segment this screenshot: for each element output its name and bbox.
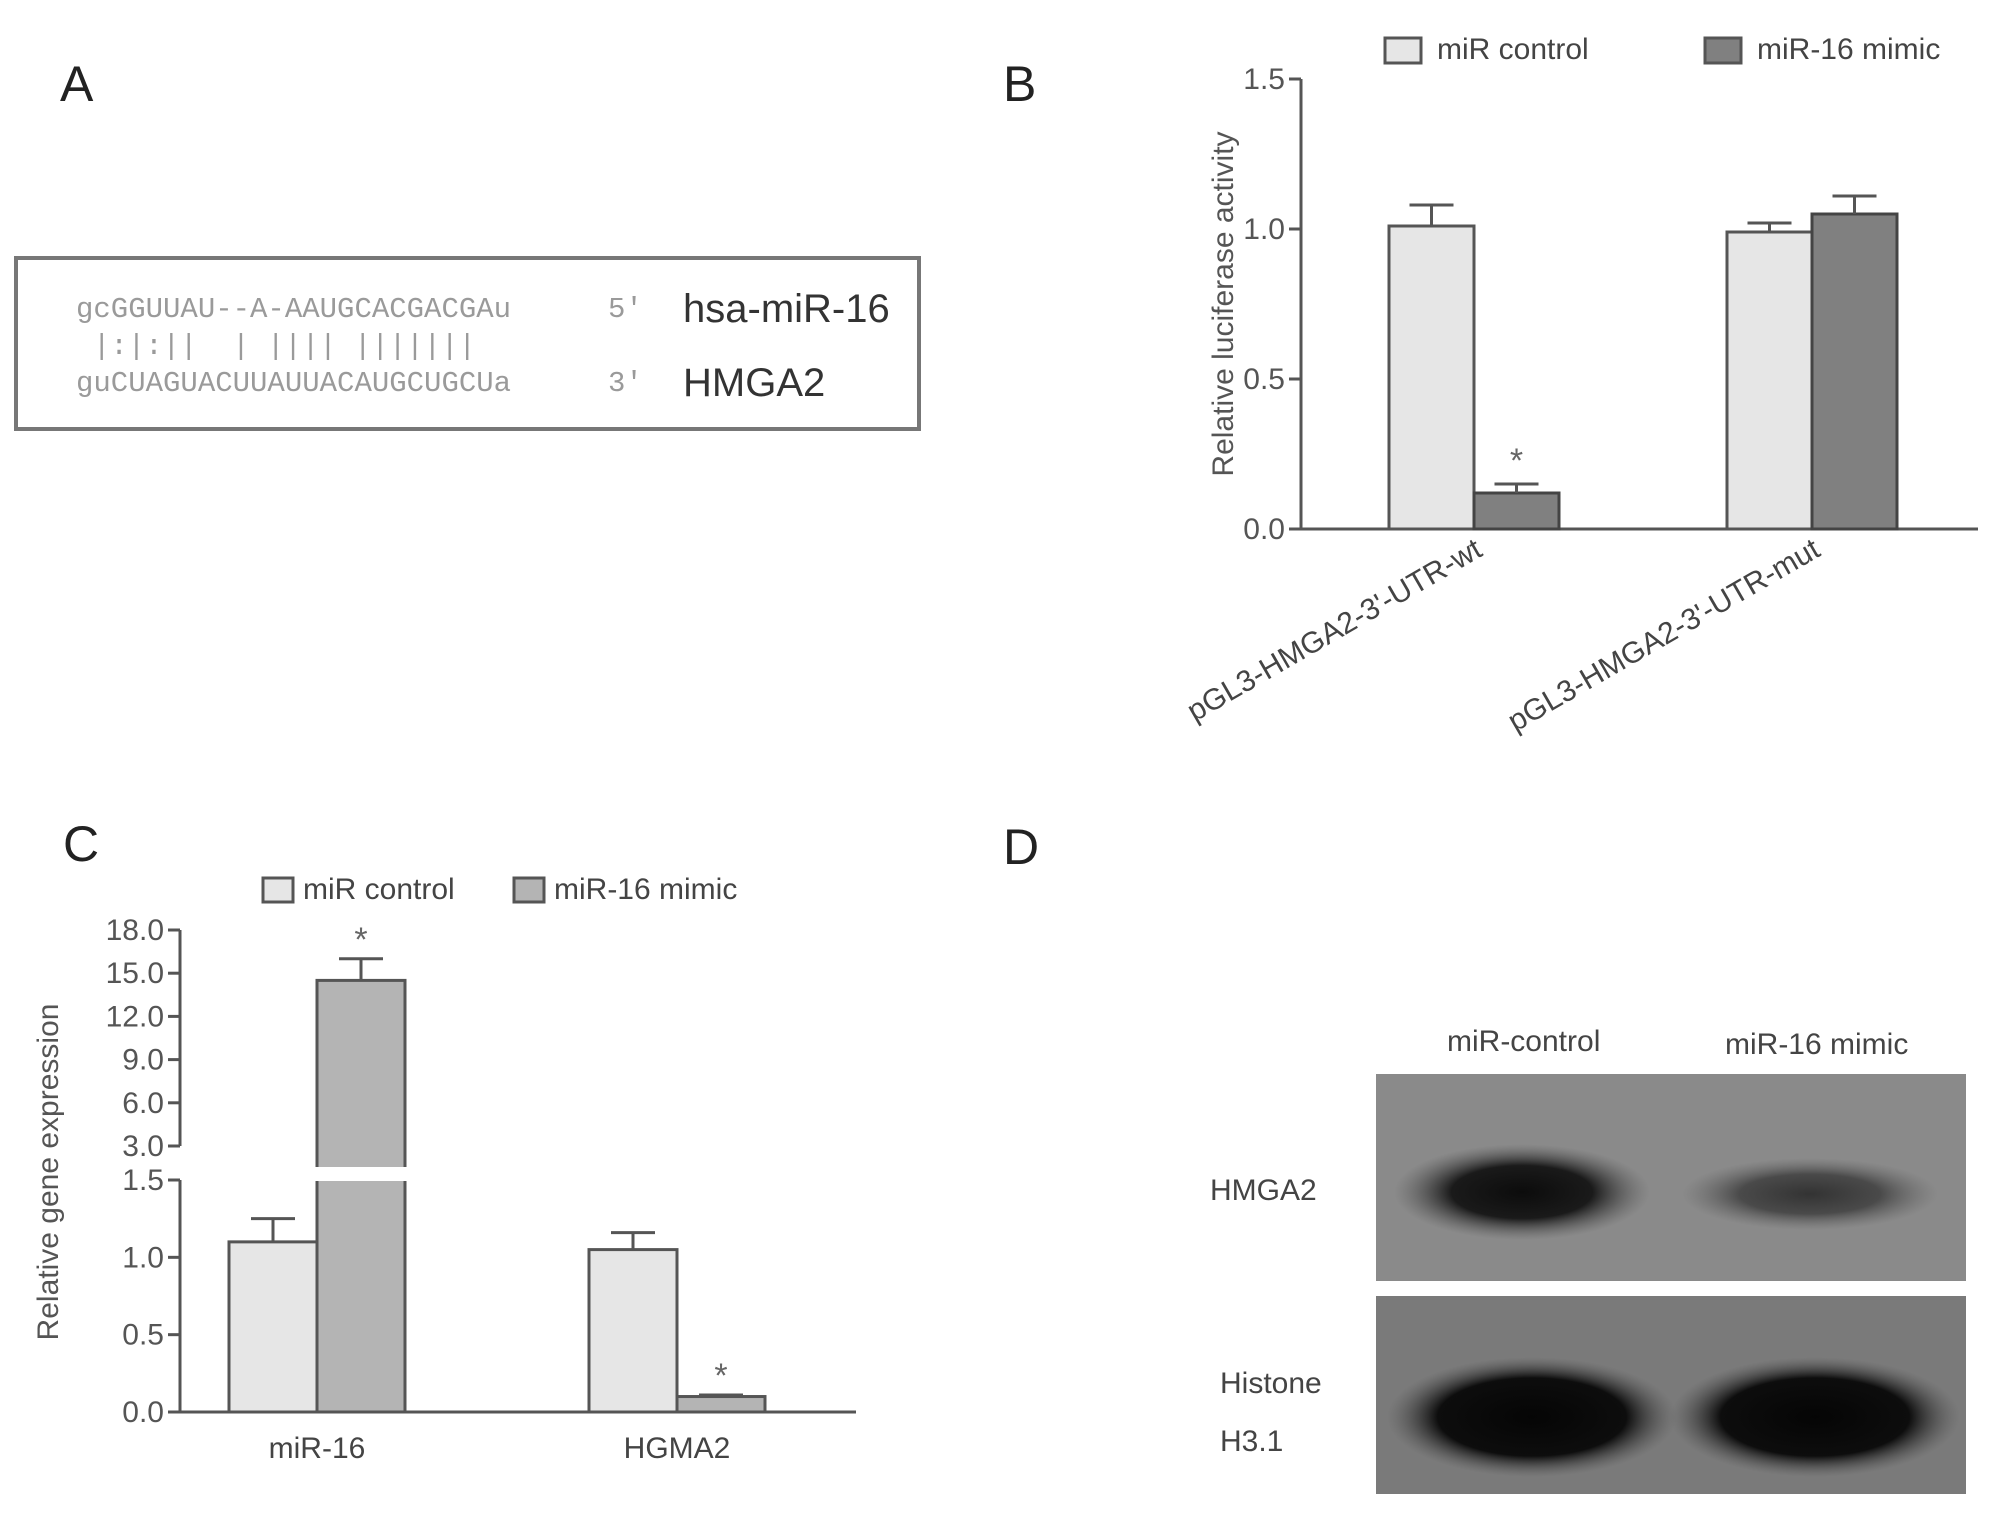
band-histone-control bbox=[1387, 1357, 1677, 1477]
bar bbox=[1725, 230, 1814, 531]
y-tick-label: 18.0 bbox=[106, 914, 164, 947]
target-sequence: guCUAGUACUUAUUACAUGCUGCUa bbox=[76, 367, 512, 400]
y-axis-label: Relative gene expression bbox=[32, 1004, 65, 1341]
y-tick-label: 1.0 bbox=[122, 1241, 164, 1274]
x-tick-label: HGMA2 bbox=[624, 1432, 731, 1465]
row-label-hmga2: HMGA2 bbox=[1210, 1174, 1317, 1207]
y-tick-label: 12.0 bbox=[106, 1000, 164, 1033]
panel-letter-b: B bbox=[1003, 56, 1037, 112]
panel-letter-d: D bbox=[1003, 819, 1040, 875]
panel-letter-a: A bbox=[60, 56, 94, 112]
bar bbox=[675, 1395, 767, 1414]
y-tick-label: 1.5 bbox=[1243, 63, 1285, 96]
panel-letter-c: C bbox=[63, 816, 100, 872]
mirna-sequence: gcGGUUAU--A-AAUGCACGACGAu bbox=[76, 293, 512, 326]
sequence-alignment-box bbox=[14, 256, 921, 431]
mirna-name: hsa-miR-16 bbox=[683, 287, 890, 331]
y-tick-label: 15.0 bbox=[106, 957, 164, 990]
y-tick-label: 0.0 bbox=[1243, 513, 1285, 546]
western-blot bbox=[1376, 1074, 1966, 1494]
y-tick-label: 1.5 bbox=[122, 1164, 164, 1197]
legend-swatch bbox=[1703, 36, 1743, 65]
significance-marker: * bbox=[354, 921, 367, 959]
bar bbox=[1472, 491, 1561, 531]
legend-label: miR control bbox=[303, 873, 455, 906]
bar bbox=[315, 978, 407, 1414]
bar bbox=[1387, 224, 1476, 531]
legend-swatch bbox=[261, 876, 295, 904]
lane-label-mimic: miR-16 mimic bbox=[1725, 1028, 1909, 1061]
target-name: HMGA2 bbox=[683, 361, 826, 405]
legend-label: miR-16 mimic bbox=[554, 873, 737, 906]
bar bbox=[587, 1248, 679, 1414]
legend-label: miR control bbox=[1437, 33, 1589, 66]
legend-swatch bbox=[512, 876, 546, 904]
y-tick-label: 3.0 bbox=[122, 1130, 164, 1163]
y-tick-label: 9.0 bbox=[122, 1044, 164, 1077]
lane-label-control: miR-control bbox=[1447, 1025, 1601, 1058]
mirna-end-label: 5' bbox=[608, 293, 643, 326]
significance-marker: * bbox=[1510, 442, 1523, 480]
target-end-label: 3' bbox=[608, 367, 643, 400]
x-tick-label: miR-16 bbox=[269, 1432, 366, 1465]
y-tick-label: 6.0 bbox=[122, 1087, 164, 1120]
y-axis-label: Relative luciferase activity bbox=[1207, 131, 1240, 476]
y-tick-label: 0.0 bbox=[122, 1396, 164, 1429]
band-hmga2-mimic bbox=[1682, 1158, 1938, 1230]
row-label-h31: H3.1 bbox=[1220, 1425, 1284, 1458]
y-tick-label: 0.5 bbox=[1243, 363, 1285, 396]
band-histone-mimic bbox=[1670, 1357, 1960, 1477]
row-label-histone: Histone bbox=[1220, 1367, 1322, 1400]
legend-swatch bbox=[1383, 36, 1423, 65]
y-tick-label: 1.0 bbox=[1243, 213, 1285, 246]
y-tick-label: 0.5 bbox=[122, 1319, 164, 1352]
legend-label: miR-16 mimic bbox=[1757, 33, 1940, 66]
axis-break-gap bbox=[313, 1167, 409, 1181]
significance-marker: * bbox=[714, 1357, 727, 1395]
base-pair-lines: |:|:|| | |||| ||||||| bbox=[93, 330, 476, 363]
band-hmga2-control bbox=[1394, 1144, 1650, 1240]
bar bbox=[227, 1240, 319, 1414]
